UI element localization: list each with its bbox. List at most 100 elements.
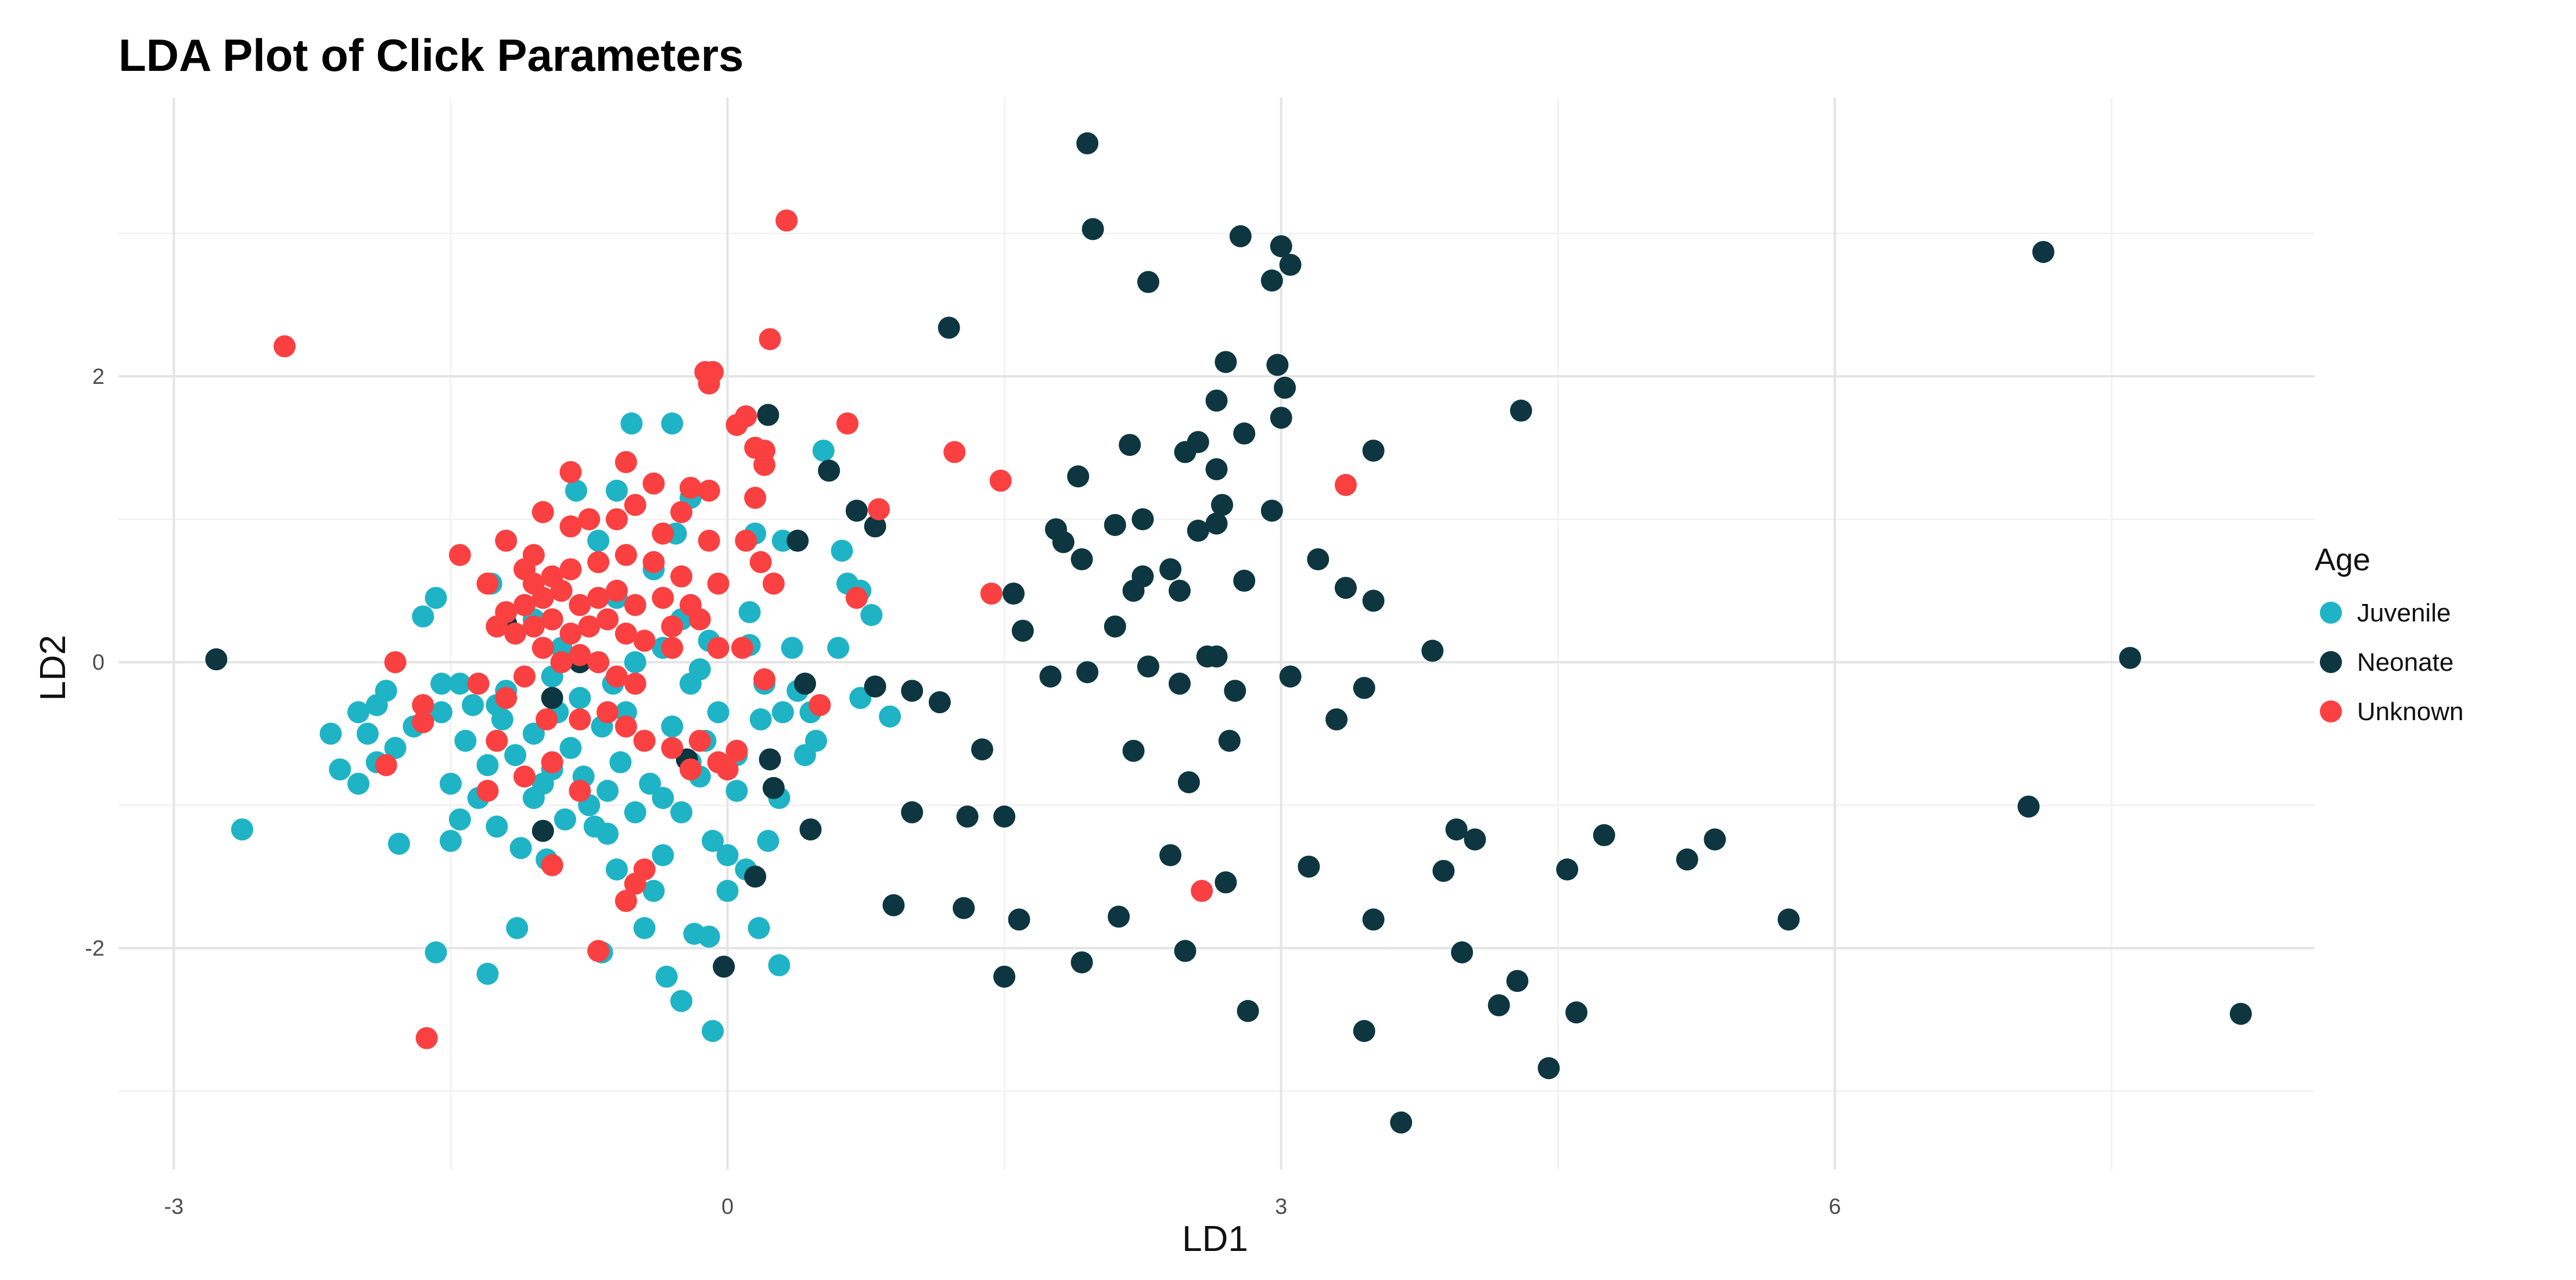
point-unknown [513, 665, 536, 688]
point-unknown [587, 651, 610, 674]
point-unknown [513, 594, 536, 616]
point-neonate [1233, 569, 1256, 592]
point-neonate [928, 691, 951, 714]
point-unknown [1334, 474, 1357, 497]
legend-items: Juvenile Neonate Unknown [2320, 599, 2463, 726]
point-juvenile [329, 758, 351, 781]
point-neonate [1215, 871, 1237, 894]
point-juvenile [347, 701, 370, 724]
point-juvenile [506, 917, 529, 940]
point-neonate [1260, 499, 1283, 522]
point-juvenile [365, 694, 388, 717]
legend-key-juvenile [2320, 602, 2342, 624]
point-juvenile [356, 722, 379, 745]
point-unknown [809, 694, 831, 717]
point-neonate [1187, 519, 1209, 542]
point-juvenile [879, 705, 901, 728]
point-unknown [759, 328, 781, 350]
point-unknown [587, 940, 610, 962]
point-unknown [670, 501, 693, 523]
point-unknown [476, 779, 499, 802]
point-neonate [1159, 844, 1182, 866]
point-unknown [698, 479, 720, 502]
point-juvenile [642, 880, 665, 903]
point-unknown [698, 372, 720, 395]
point-neonate [1270, 235, 1292, 257]
point-unknown [670, 565, 693, 588]
point-unknown [652, 522, 674, 545]
point-juvenile [860, 604, 883, 627]
point-juvenile [655, 965, 678, 988]
point-neonate [1070, 951, 1093, 974]
point-unknown [615, 451, 637, 473]
point-unknown [688, 729, 711, 752]
point-unknown [448, 544, 471, 566]
point-juvenile [698, 925, 720, 948]
point-juvenile [509, 837, 532, 860]
point-neonate [1159, 558, 1182, 581]
point-juvenile [738, 601, 761, 624]
point-juvenile [702, 829, 724, 852]
series-unknown [273, 209, 1357, 1049]
point-juvenile [749, 708, 772, 731]
point-neonate [1076, 661, 1099, 684]
point-juvenile [605, 858, 628, 881]
point-juvenile [716, 844, 739, 866]
point-juvenile [504, 744, 527, 767]
legend-label-unknown: Unknown [2357, 697, 2463, 726]
point-unknown [753, 454, 776, 476]
point-juvenile [319, 722, 342, 745]
point-unknown [569, 594, 591, 616]
point-neonate [882, 894, 905, 916]
point-unknown [541, 854, 563, 876]
point-juvenile [707, 701, 730, 724]
point-neonate [793, 673, 816, 695]
point-unknown [642, 551, 665, 573]
point-unknown [578, 615, 601, 638]
legend-key-neonate [2320, 651, 2342, 673]
point-neonate [1070, 548, 1093, 571]
point-juvenile [781, 637, 803, 659]
point-neonate [1104, 615, 1126, 638]
point-juvenile [596, 822, 619, 845]
point-neonate [1168, 673, 1191, 695]
point-unknown [415, 1027, 438, 1049]
point-juvenile [587, 530, 610, 552]
chart-title: LDA Plot of Click Parameters [118, 30, 743, 81]
point-unknown [605, 580, 628, 602]
point-neonate [759, 748, 781, 771]
x-tick-label: 6 [1828, 1195, 1841, 1219]
point-juvenile [805, 729, 828, 752]
point-juvenile [768, 954, 791, 977]
point-juvenile [522, 787, 545, 810]
point-neonate [993, 965, 1016, 988]
point-unknown [541, 751, 563, 774]
point-juvenile [430, 701, 453, 724]
point-neonate [1704, 828, 1726, 851]
point-juvenile [652, 844, 674, 866]
point-neonate [1353, 677, 1375, 699]
point-unknown [989, 469, 1012, 492]
point-unknown [633, 630, 656, 652]
point-unknown [633, 729, 656, 752]
point-unknown [596, 701, 619, 724]
point-neonate [1177, 771, 1200, 793]
point-unknown [615, 623, 637, 645]
point-neonate [1233, 422, 1256, 445]
point-unknown [731, 637, 753, 659]
data-points [205, 132, 2252, 1134]
legend-key-unknown [2320, 700, 2342, 722]
point-neonate [956, 806, 979, 828]
point-unknown [624, 494, 646, 516]
point-unknown [569, 708, 591, 731]
point-unknown [688, 608, 711, 631]
point-neonate [1556, 858, 1579, 881]
legend-label-juvenile: Juvenile [2357, 599, 2451, 627]
point-unknown [559, 623, 582, 645]
point-neonate [1108, 905, 1130, 928]
point-neonate [1215, 351, 1237, 373]
point-neonate [1218, 729, 1241, 752]
point-neonate [1137, 271, 1159, 293]
point-neonate [1510, 400, 1532, 422]
